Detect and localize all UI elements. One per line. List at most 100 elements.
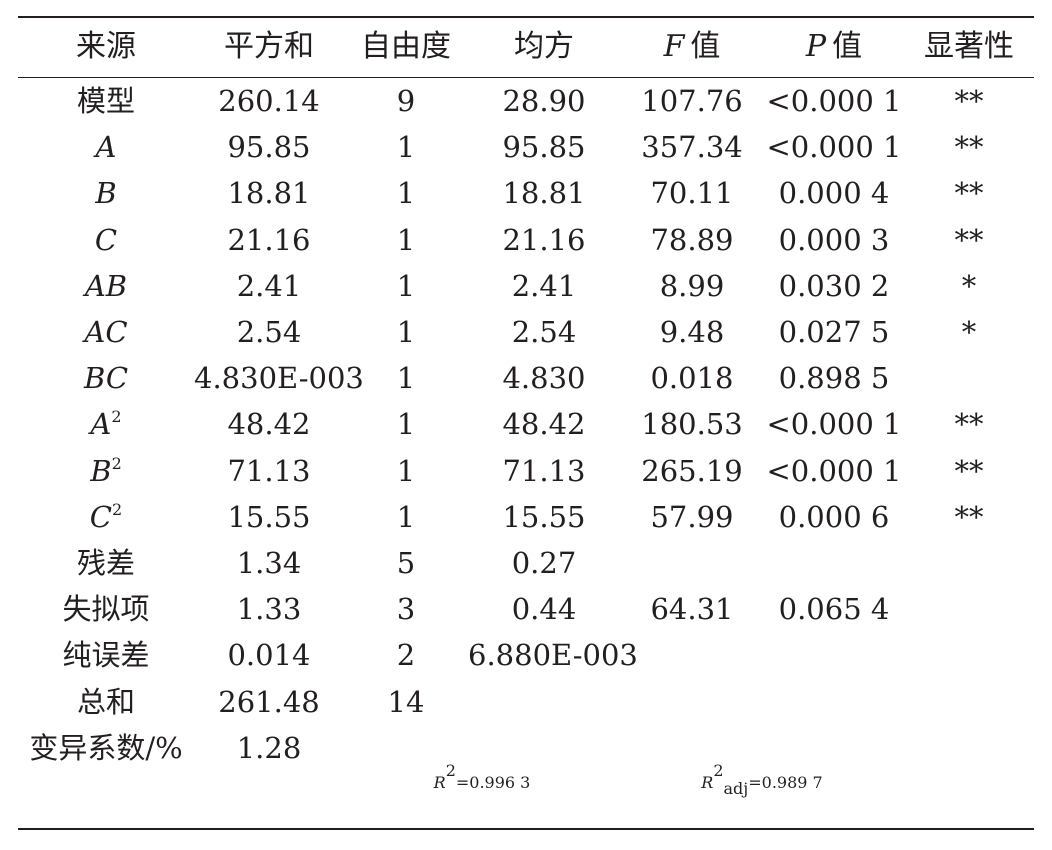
cell-mean-square: 18.81	[502, 176, 586, 211]
cell-mean-square	[468, 678, 620, 724]
cell-degrees-of-freedom: 1	[396, 453, 416, 488]
table-row: 模型 260.14 9 28.90 107.76 <0.000 1 **	[18, 76, 1034, 124]
cell-source: AC	[84, 315, 128, 350]
cell-p-value	[764, 540, 904, 586]
table-row: 总和 261.48 14	[18, 678, 1034, 724]
table-row: B 18.81 1 18.81 70.11 0.000 4 **	[18, 170, 1034, 216]
cell-sum-of-squares: 2.54	[236, 315, 302, 350]
cell-f-value: 107.76	[641, 84, 743, 119]
table-bottom-rule	[18, 828, 1034, 830]
header-f-value: F 值	[620, 18, 764, 76]
table-row: A 95.85 1 95.85 357.34 <0.000 1 **	[18, 124, 1034, 170]
cell-p-value	[764, 725, 904, 771]
cell-f-value	[620, 540, 764, 586]
cell-sum-of-squares: 1.34	[236, 545, 302, 580]
cell-p-value	[764, 632, 904, 678]
cell-source: 变异系数/%	[29, 730, 183, 765]
cell-p-value: 0.000 3	[778, 222, 890, 257]
cell-f-value: 0.018	[650, 361, 734, 396]
table-row: B2 71.13 1 71.13 265.19 <0.000 1 **	[18, 448, 1034, 494]
cell-sum-of-squares: 0.014	[227, 638, 311, 673]
cell-mean-square: 0.27	[511, 545, 577, 580]
anova-table: 来源 平方和 自由度 均方 F 值 P 值 显著性 模型 260.14 9 28.90…	[18, 18, 1034, 796]
table-row: AB 2.41 1 2.41 8.99 0.030 2 *	[18, 263, 1034, 309]
cell-f-value: 64.31	[650, 592, 734, 627]
cell-p-value: 0.898 5	[778, 361, 890, 396]
table-row: C2 15.55 1 15.55 57.99 0.000 6 **	[18, 494, 1034, 540]
cell-degrees-of-freedom: 1	[396, 499, 416, 534]
cell-degrees-of-freedom: 9	[396, 84, 416, 119]
table-row: C 21.16 1 21.16 78.89 0.000 3 **	[18, 217, 1034, 263]
cell-source: 纯误差	[62, 638, 150, 673]
cell-degrees-of-freedom: 1	[396, 130, 416, 165]
cell-significance: **	[954, 84, 984, 119]
cell-p-value: <0.000 1	[766, 130, 902, 165]
cell-degrees-of-freedom: 1	[396, 315, 416, 350]
cell-significance	[904, 355, 1034, 401]
cell-degrees-of-freedom: 3	[396, 592, 416, 627]
cell-significance	[904, 632, 1034, 678]
cell-f-value: 180.53	[641, 407, 743, 442]
cell-f-value: 57.99	[650, 499, 734, 534]
cell-mean-square: 95.85	[502, 130, 586, 165]
cell-degrees-of-freedom: 1	[396, 176, 416, 211]
header-row: 来源 平方和 自由度 均方 F 值 P 值 显著性	[18, 18, 1034, 76]
table-row: 变异系数/% 1.28	[18, 725, 1034, 771]
cell-significance: **	[954, 222, 984, 257]
table-header-rule	[18, 77, 1034, 78]
cell-degrees-of-freedom: 14	[387, 684, 425, 719]
cell-source: C2	[89, 499, 123, 534]
cell-sum-of-squares: 48.42	[227, 407, 311, 442]
header-p-suffix: 值	[832, 29, 863, 64]
cell-source: 总和	[76, 684, 135, 719]
cell-source: A	[95, 130, 117, 165]
header-degrees-of-freedom: 自由度	[361, 29, 451, 64]
cell-p-value: 0.065 4	[778, 592, 890, 627]
table-row: AC 2.54 1 2.54 9.48 0.027 5 *	[18, 309, 1034, 355]
cell-sum-of-squares: 71.13	[227, 453, 311, 488]
header-f-letter: F	[663, 29, 685, 64]
cell-mean-square: 4.830	[502, 361, 586, 396]
cell-f-value: 70.11	[650, 176, 734, 211]
cell-f-value: 265.19	[641, 453, 743, 488]
cell-mean-square: 71.13	[502, 453, 586, 488]
table-body: 模型 260.14 9 28.90 107.76 <0.000 1 ** A 95.85 1 95.…	[18, 76, 1034, 771]
cell-significance: *	[961, 268, 977, 303]
cell-source: B2	[90, 453, 122, 488]
cell-p-value: 0.027 5	[778, 315, 890, 350]
cell-degrees-of-freedom: 1	[396, 222, 416, 257]
cell-f-value: 357.34	[641, 130, 743, 165]
cell-f-value: 9.48	[659, 315, 725, 350]
cell-p-value: <0.000 1	[766, 407, 902, 442]
cell-degrees-of-freedom: 1	[396, 407, 416, 442]
header-source: 来源	[76, 29, 136, 64]
cell-sum-of-squares: 260.14	[218, 84, 320, 119]
cell-source: A2	[90, 407, 122, 442]
cell-degrees-of-freedom: 2	[396, 638, 416, 673]
cell-significance	[904, 678, 1034, 724]
table-row: 失拟项 1.33 3 0.44 64.31 0.065 4	[18, 586, 1034, 632]
cell-degrees-of-freedom: 1	[396, 361, 416, 396]
cell-mean-square: 28.90	[502, 84, 586, 119]
cell-significance	[904, 540, 1034, 586]
cell-significance: **	[954, 499, 984, 534]
cell-f-value: 8.99	[659, 268, 725, 303]
cell-source: B	[95, 176, 117, 211]
cell-mean-square: 0.44	[511, 592, 577, 627]
cell-sum-of-squares: 261.48	[218, 684, 320, 719]
cell-sum-of-squares: 18.81	[227, 176, 311, 211]
cell-sum-of-squares: 4.830E-003	[194, 361, 364, 396]
cell-p-value: 0.000 6	[778, 499, 890, 534]
cell-mean-square: 21.16	[502, 222, 586, 257]
cell-mean-square: 2.54	[511, 315, 577, 350]
cell-significance: *	[961, 315, 977, 350]
header-p-value: P 值	[764, 18, 904, 76]
table-row: BC 4.830E-003 1 4.830 0.018 0.898 5	[18, 355, 1034, 401]
header-sum-of-squares: 平方和	[224, 29, 314, 64]
cell-f-value	[620, 632, 764, 678]
cell-source: C	[94, 222, 118, 257]
cell-source: AB	[84, 268, 128, 303]
cell-p-value: <0.000 1	[766, 453, 902, 488]
footer-row: R2=0.996 3 R2adj=0.989 7	[18, 762, 1034, 796]
anova-table-container: 来源 平方和 自由度 均方 F 值 P 值 显著性 模型 260.14 9 28.90…	[18, 0, 1034, 850]
